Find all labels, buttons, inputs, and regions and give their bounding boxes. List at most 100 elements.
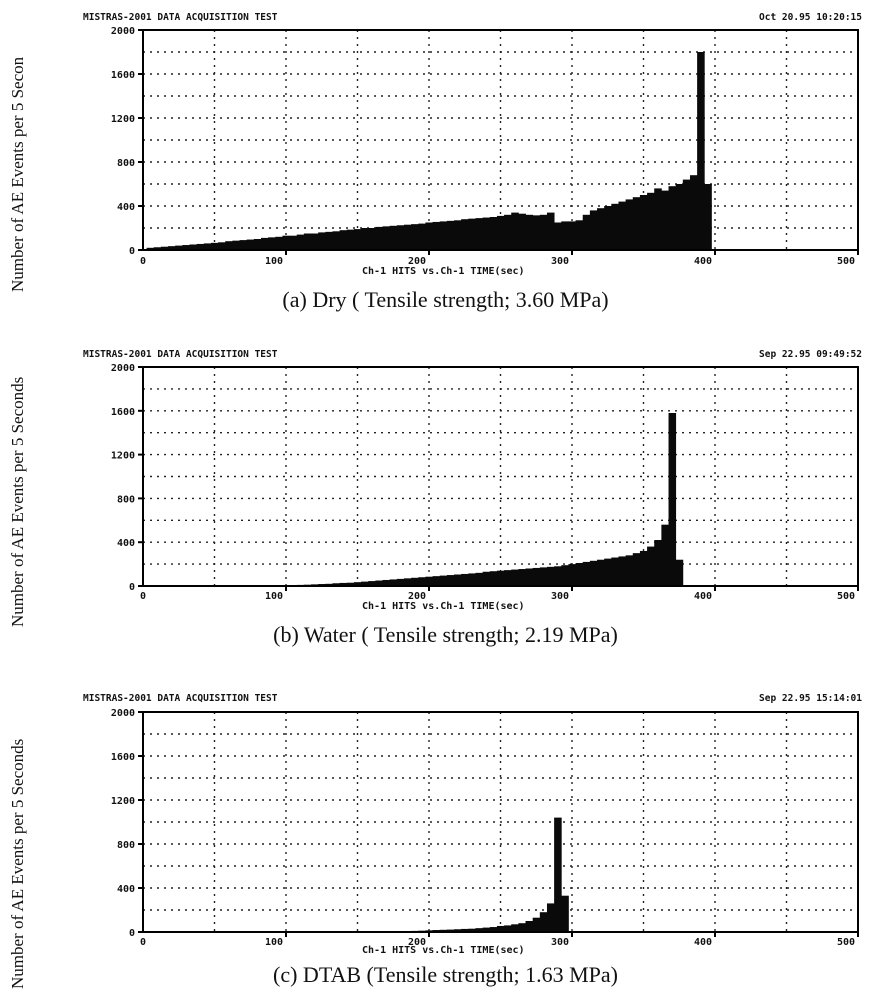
histogram-bar — [611, 203, 619, 250]
chart-header-title: MISTRAS-2001 DATA ACQUISITION TEST — [83, 12, 278, 23]
x-axis-label: Ch-1 HITS vs.Ch-1 TIME(sec) — [362, 266, 525, 277]
x-axis-label: Ch-1 HITS vs.Ch-1 TIME(sec) — [362, 601, 525, 612]
histogram-bar — [546, 566, 555, 586]
histogram-bar — [518, 569, 526, 586]
histogram-bar — [675, 559, 684, 586]
x-tick-label: 0 — [140, 256, 146, 267]
histogram-bar — [582, 561, 591, 586]
histogram-bar — [504, 925, 512, 932]
x-tick-label: 100 — [265, 256, 283, 267]
histogram-bar — [325, 231, 333, 250]
histogram-bar — [625, 199, 634, 250]
x-tick-label: 400 — [694, 256, 712, 267]
plot-frame — [142, 29, 859, 251]
histogram-bar — [518, 923, 526, 932]
histogram-bar — [382, 579, 391, 586]
histogram-bar — [189, 244, 198, 250]
plot-frame — [142, 711, 859, 933]
histogram-bar — [275, 236, 283, 250]
chart-header-timestamp: Oct 20.95 10:20:15 — [759, 12, 862, 23]
histogram-bar — [454, 220, 462, 250]
x-tick-label: 400 — [694, 591, 712, 602]
plot-frame — [142, 366, 859, 587]
histogram-bar — [532, 215, 541, 250]
y-tick-label: 400 — [117, 538, 135, 549]
histogram-bar — [368, 581, 376, 586]
histogram-bar — [697, 52, 705, 250]
histogram-bar — [518, 213, 526, 250]
histogram-bar — [439, 575, 448, 586]
y-tick-label: 1200 — [111, 451, 135, 462]
histogram-bar — [332, 231, 341, 250]
y-tick-label: 2000 — [111, 26, 135, 37]
histogram-bar — [361, 581, 369, 586]
histogram-bar — [475, 218, 484, 250]
histogram-bar — [604, 558, 612, 586]
histogram-bar — [446, 575, 455, 586]
histogram-bar — [504, 214, 512, 250]
histogram-bar — [225, 241, 233, 250]
histogram-bar — [561, 221, 569, 250]
histogram-bar — [682, 179, 691, 250]
histogram-bar — [482, 927, 491, 932]
histogram-bar — [468, 573, 476, 586]
caption-dry: (a) Dry ( Tensile strength; 3.60 MPa) — [282, 287, 609, 312]
histogram-bar — [346, 582, 355, 586]
histogram-bar — [396, 225, 405, 250]
histogram-bar — [461, 219, 469, 250]
chart-panel-dry: MISTRAS-2001 DATA ACQUISITION TEST Oct 20… — [0, 0, 891, 330]
y-tick-label: 1200 — [111, 796, 135, 807]
histogram-bar — [325, 583, 333, 586]
histogram-bar — [668, 412, 677, 586]
y-tick-label: 400 — [117, 884, 135, 895]
x-tick-label: 300 — [551, 937, 569, 948]
x-tick-label: 500 — [837, 591, 855, 602]
histogram-bar — [482, 217, 491, 250]
x-tick-label: 100 — [265, 591, 283, 602]
chart-header-title: MISTRAS-2001 DATA ACQUISITION TEST — [83, 349, 278, 360]
histogram-bar — [568, 221, 576, 250]
histogram-bar — [425, 222, 433, 250]
histogram-bar — [203, 243, 212, 250]
chart-header-timestamp: Sep 22.95 09:49:52 — [759, 349, 862, 360]
histogram-bar — [532, 917, 541, 932]
histogram-bar — [568, 564, 576, 586]
histogram-bar — [253, 239, 262, 250]
histogram-bar — [489, 927, 498, 932]
y-axis-label: Number of AE Events per 5 Seconds — [8, 376, 27, 627]
histogram-bar — [239, 240, 248, 250]
histogram-bar — [289, 235, 298, 250]
y-tick-label: 1600 — [111, 70, 135, 81]
histogram-bar — [561, 565, 569, 586]
y-tick-label: 1200 — [111, 114, 135, 125]
histogram-bar — [632, 197, 641, 250]
histogram-bar — [454, 929, 462, 932]
histogram-bar — [182, 245, 190, 250]
caption-dtab: (c) DTAB (Tensile strength; 1.63 MPa) — [273, 962, 618, 987]
histogram-bar — [539, 912, 548, 932]
histogram-bar — [546, 212, 555, 250]
chart-water: MISTRAS-2001 DATA ACQUISITION TEST Sep 22… — [83, 349, 862, 612]
histogram-bar — [411, 224, 419, 250]
histogram-bar — [425, 576, 433, 586]
histogram-bar — [153, 247, 162, 250]
histogram-bar — [597, 559, 605, 586]
histogram-bar — [160, 246, 169, 250]
y-tick-label: 800 — [117, 840, 135, 851]
histogram-bar — [618, 201, 627, 250]
x-tick-label: 200 — [408, 591, 426, 602]
histogram-bar — [554, 566, 562, 586]
histogram-bar — [168, 246, 176, 250]
histogram-bar — [475, 928, 484, 932]
histogram-bar — [439, 221, 448, 250]
histogram-bar — [389, 579, 398, 586]
x-tick-label: 300 — [551, 256, 569, 267]
x-tick-label: 200 — [408, 256, 426, 267]
histogram-bar — [647, 192, 655, 250]
histogram-bar — [654, 540, 662, 586]
histogram-bar — [561, 895, 569, 932]
y-tick-label: 1600 — [111, 407, 135, 418]
histogram-bar — [475, 572, 484, 586]
chart-panel-water: MISTRAS-2001 DATA ACQUISITION TEST Sep 22… — [0, 337, 891, 667]
x-tick-label: 200 — [408, 937, 426, 948]
